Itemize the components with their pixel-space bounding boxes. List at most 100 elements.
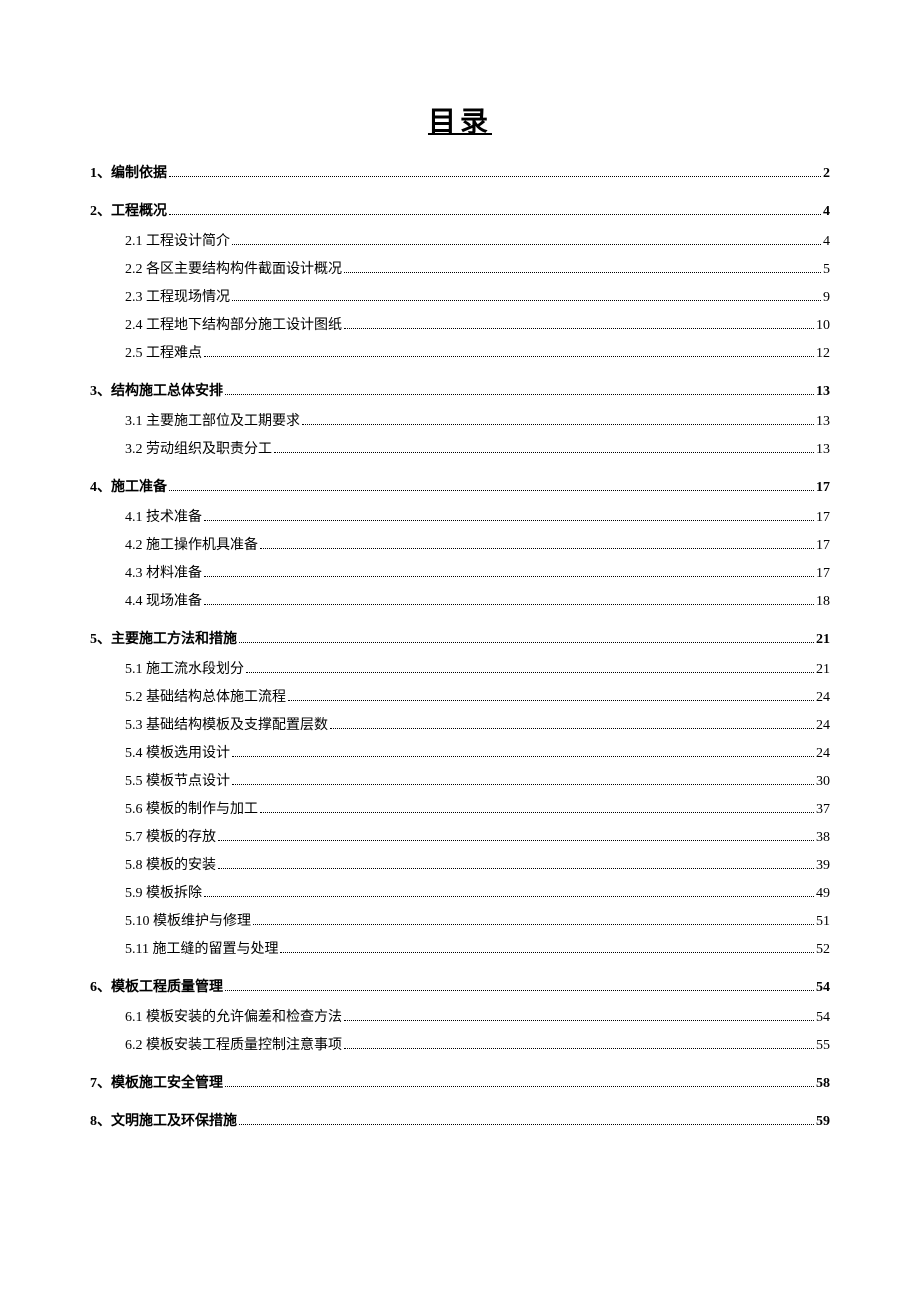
toc-entry: 5.7 模板的存放 38	[90, 824, 830, 852]
toc-leader-dots	[169, 176, 821, 177]
toc-leader-dots	[239, 1124, 814, 1125]
toc-entry-page: 13	[816, 436, 830, 464]
toc-entry: 3.1 主要施工部位及工期要求13	[90, 408, 830, 436]
toc-entry-page: 21	[816, 656, 830, 684]
toc-entry: 6、模板工程质量管理54	[90, 974, 830, 1002]
toc-entry: 2、工程概况4	[90, 198, 830, 226]
toc-entry-page: 9	[823, 284, 830, 312]
toc-leader-dots	[204, 356, 814, 357]
toc-entry-label: 5.5 模板节点设计	[125, 768, 230, 796]
toc-entry: 4.3 材料准备17	[90, 560, 830, 588]
toc-leader-dots	[330, 728, 814, 729]
toc-entry-page: 30	[816, 768, 830, 796]
toc-entry-page: 54	[816, 974, 830, 1002]
toc-leader-dots	[225, 1086, 814, 1087]
toc-entry: 5.2 基础结构总体施工流程24	[90, 684, 830, 712]
toc-entry-label: 7、模板施工安全管理	[90, 1070, 223, 1098]
toc-leader-dots	[169, 214, 821, 215]
toc-entry-page: 21	[816, 626, 830, 654]
toc-entry: 4、施工准备 17	[90, 474, 830, 502]
toc-entry: 5、主要施工方法和措施21	[90, 626, 830, 654]
toc-entry-label: 5.9 模板拆除	[125, 880, 202, 908]
toc-entry: 1、编制依据2	[90, 160, 830, 188]
toc-entry: 6.1 模板安装的允许偏差和检查方法54	[90, 1004, 830, 1032]
toc-leader-dots	[239, 642, 814, 643]
toc-entry: 3、结构施工总体安排 13	[90, 378, 830, 406]
toc-leader-dots	[218, 868, 814, 869]
toc-leader-dots	[232, 244, 821, 245]
toc-entry: 5.1 施工流水段划分 21	[90, 656, 830, 684]
toc-leader-dots	[344, 1048, 814, 1049]
toc-entry-label: 3、结构施工总体安排	[90, 378, 223, 406]
toc-entry-page: 13	[816, 408, 830, 436]
toc-entry: 5.4 模板选用设计 24	[90, 740, 830, 768]
toc-entry-label: 2、工程概况	[90, 198, 167, 226]
toc-entry-label: 5.8 模板的安装	[125, 852, 216, 880]
toc-entry: 8、文明施工及环保措施59	[90, 1108, 830, 1136]
toc-entry-label: 4.4 现场准备	[125, 588, 202, 616]
toc-entry: 7、模板施工安全管理 58	[90, 1070, 830, 1098]
toc-entry-page: 24	[816, 712, 830, 740]
toc-leader-dots	[260, 812, 814, 813]
toc-entry-label: 5.3 基础结构模板及支撑配置层数	[125, 712, 328, 740]
toc-entry: 3.2 劳动组织及职责分工 13	[90, 436, 830, 464]
toc-entry-page: 54	[816, 1004, 830, 1032]
toc-entry-page: 13	[816, 378, 830, 406]
toc-entry-page: 51	[816, 908, 830, 936]
toc-entry: 5.8 模板的安装39	[90, 852, 830, 880]
toc-entry: 5.10 模板维护与修理 51	[90, 908, 830, 936]
toc-entry-label: 5.7 模板的存放	[125, 824, 216, 852]
table-of-contents: 1、编制依据2 2、工程概况42.1 工程设计简介42.2 各区主要结构构件截面设…	[90, 160, 830, 1136]
toc-entry-page: 17	[816, 474, 830, 502]
toc-leader-dots	[260, 548, 814, 549]
toc-entry-page: 37	[816, 796, 830, 824]
toc-entry: 2.3 工程现场情况 9	[90, 284, 830, 312]
toc-leader-dots	[246, 672, 814, 673]
toc-entry-label: 2.5 工程难点	[125, 340, 202, 368]
toc-entry-label: 6.2 模板安装工程质量控制注意事项	[125, 1032, 342, 1060]
toc-entry: 4.4 现场准备 18	[90, 588, 830, 616]
toc-leader-dots	[204, 520, 814, 521]
toc-entry: 5.5 模板节点设计 30	[90, 768, 830, 796]
toc-leader-dots	[204, 896, 814, 897]
toc-leader-dots	[204, 604, 814, 605]
toc-entry-page: 17	[816, 504, 830, 532]
toc-leader-dots	[225, 394, 814, 395]
toc-entry-label: 5.1 施工流水段划分	[125, 656, 244, 684]
toc-leader-dots	[232, 300, 821, 301]
page-title: 目录	[90, 100, 830, 140]
toc-entry-page: 24	[816, 740, 830, 768]
toc-entry-label: 5.6 模板的制作与加工	[125, 796, 258, 824]
toc-entry-label: 4.1 技术准备	[125, 504, 202, 532]
toc-entry: 5.11 施工缝的留置与处理52	[90, 936, 830, 964]
toc-entry: 2.1 工程设计简介4	[90, 228, 830, 256]
toc-leader-dots	[225, 990, 814, 991]
toc-entry-label: 1、编制依据	[90, 160, 167, 188]
toc-entry-page: 17	[816, 560, 830, 588]
toc-entry-label: 5.11 施工缝的留置与处理	[125, 936, 278, 964]
toc-entry: 2.5 工程难点 12	[90, 340, 830, 368]
toc-leader-dots	[218, 840, 814, 841]
toc-entry-label: 5.4 模板选用设计	[125, 740, 230, 768]
toc-leader-dots	[253, 924, 814, 925]
toc-entry-page: 24	[816, 684, 830, 712]
toc-entry-page: 18	[816, 588, 830, 616]
toc-entry-label: 5.10 模板维护与修理	[125, 908, 251, 936]
toc-entry-page: 38	[816, 824, 830, 852]
toc-entry-label: 2.2 各区主要结构构件截面设计概况	[125, 256, 342, 284]
toc-entry: 5.3 基础结构模板及支撑配置层数 24	[90, 712, 830, 740]
toc-entry-page: 49	[816, 880, 830, 908]
toc-entry-page: 58	[816, 1070, 830, 1098]
toc-entry: 2.2 各区主要结构构件截面设计概况5	[90, 256, 830, 284]
toc-entry-label: 2.4 工程地下结构部分施工设计图纸	[125, 312, 342, 340]
toc-entry-label: 3.2 劳动组织及职责分工	[125, 436, 272, 464]
toc-entry-page: 12	[816, 340, 830, 368]
toc-entry: 4.2 施工操作机具准备17	[90, 532, 830, 560]
toc-entry-label: 4、施工准备	[90, 474, 167, 502]
toc-leader-dots	[302, 424, 814, 425]
toc-entry-label: 8、文明施工及环保措施	[90, 1108, 237, 1136]
toc-leader-dots	[344, 1020, 814, 1021]
toc-entry: 5.6 模板的制作与加工 37	[90, 796, 830, 824]
toc-entry: 2.4 工程地下结构部分施工设计图纸10	[90, 312, 830, 340]
toc-entry-label: 2.3 工程现场情况	[125, 284, 230, 312]
